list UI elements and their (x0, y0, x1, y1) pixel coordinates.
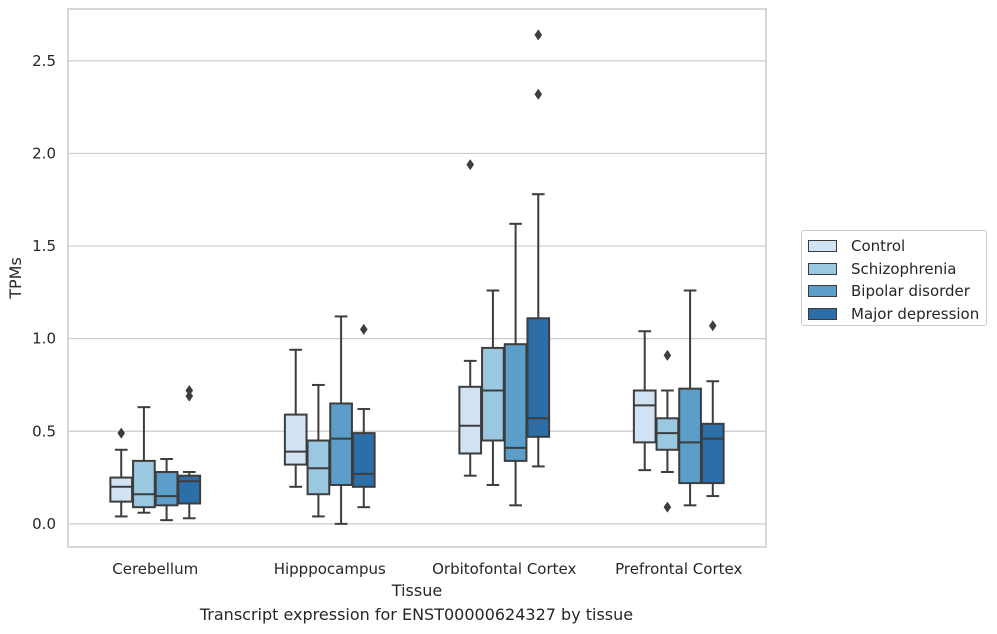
series-control (109, 159, 657, 518)
box-schizophrenia (132, 459, 156, 509)
box-major-depression (700, 422, 725, 485)
outlier-point (185, 390, 194, 402)
legend-item-schizophrenia: Schizophrenia (808, 258, 986, 281)
legend-item-control: Control (808, 235, 986, 258)
box-series (109, 29, 725, 525)
outlier-point (534, 29, 543, 41)
y-axis-label: TPMs (6, 257, 25, 300)
legend-label-control: Control (851, 237, 906, 256)
y-tick-label: 0.0 (32, 515, 56, 533)
x-tick-labels: Cerebellum Hipppocampus Orbitofontal Corte… (112, 560, 742, 578)
series-schizophrenia (132, 289, 680, 518)
box-bipolar-disorder (329, 402, 353, 486)
box-control (632, 389, 657, 444)
box-control (283, 413, 308, 466)
y-tick-label: 1.5 (32, 237, 56, 255)
legend-label-bipolar-disorder: Bipolar disorder (851, 282, 970, 301)
y-tick-label: 2.0 (32, 144, 56, 162)
series-major-depression (177, 29, 725, 520)
legend-swatch-bipolar-disorder (808, 285, 837, 298)
y-tick-label: 2.5 (32, 52, 56, 70)
x-tick-label: Orbitofontal Cortex (432, 560, 576, 578)
legend-label-major-depression: Major depression (851, 304, 980, 323)
outlier-point (708, 320, 717, 332)
x-tick-label: Hipppocampus (274, 560, 386, 578)
box-major-depression (526, 317, 551, 438)
y-tick-label: 1.0 (32, 330, 56, 348)
outlier-point (117, 427, 126, 439)
outlier-point (359, 323, 368, 335)
legend-item-bipolar-disorder: Bipolar disorder (808, 280, 986, 303)
x-tick-label: Cerebellum (112, 560, 198, 578)
chart-title: Transcript expression for ENST0000062432… (199, 605, 634, 624)
box-major-depression (351, 432, 376, 488)
series-bipolar-disorder (154, 222, 702, 525)
legend-item-major-depression: Major depression (808, 303, 986, 326)
box-control (109, 476, 134, 503)
box-control (458, 385, 483, 455)
grid-lines (68, 60, 766, 525)
box-bipolar-disorder (678, 387, 702, 485)
legend-swatch-major-depression (808, 307, 837, 320)
box-bipolar-disorder (154, 470, 179, 507)
outlier-point (663, 349, 672, 361)
outlier-point (185, 385, 194, 397)
y-tick-labels: 0.0 0.5 1.0 1.5 2.0 2.5 (32, 52, 56, 533)
outlier-point (534, 88, 543, 100)
box-bipolar-disorder (503, 343, 528, 462)
plot-frame (67, 8, 767, 548)
x-tick-label: Prefrontal Cortex (615, 560, 742, 578)
y-tick-label: 0.5 (32, 422, 56, 440)
x-axis-label: Tissue (391, 581, 442, 600)
box-major-depression (177, 474, 202, 505)
box-schizophrenia (481, 346, 505, 442)
outlier-point (663, 501, 672, 513)
outlier-point (466, 159, 475, 171)
legend-label-schizophrenia: Schizophrenia (851, 259, 957, 278)
legend-swatch-control (808, 240, 837, 253)
legend-swatch-schizophrenia (808, 262, 837, 275)
legend: Control Schizophrenia Bipolar disorder M… (801, 230, 987, 326)
